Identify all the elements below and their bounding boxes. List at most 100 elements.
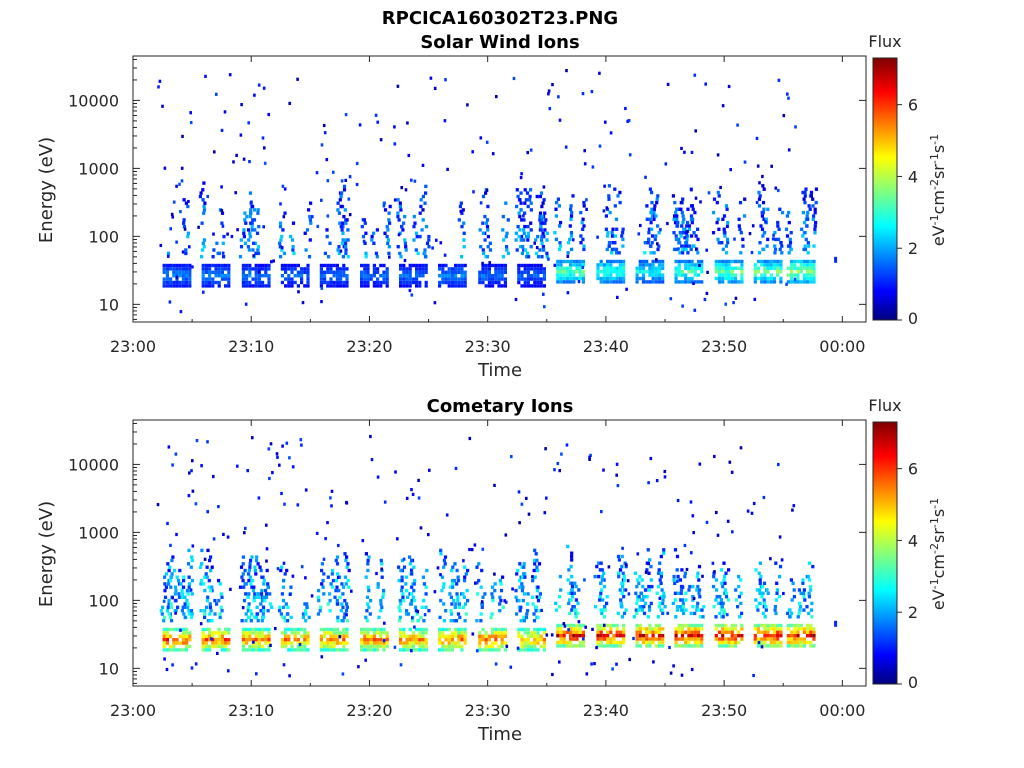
heatmap-cell — [799, 280, 803, 284]
heatmap-cell — [486, 245, 490, 249]
heatmap-cell — [522, 619, 526, 623]
heatmap-cell — [585, 198, 588, 202]
heatmap-cell — [520, 648, 524, 652]
heatmap-cell — [290, 648, 294, 652]
heatmap-cell — [326, 521, 329, 525]
heatmap-cell — [441, 585, 446, 589]
heatmap-cell — [724, 302, 727, 306]
heatmap-cell — [790, 259, 794, 264]
heatmap-cell — [204, 648, 208, 652]
heatmap-cell — [786, 640, 790, 645]
heatmap-cell — [542, 648, 546, 652]
heatmap-cell — [569, 627, 573, 631]
heatmap-cell — [632, 615, 636, 619]
heatmap-cell — [418, 627, 422, 632]
heatmap-cell — [491, 627, 495, 632]
heatmap-cell — [696, 601, 700, 606]
heatmap-cell — [715, 595, 719, 599]
heatmap-cell — [457, 218, 461, 222]
heatmap-cell — [540, 241, 544, 245]
heatmap-cell — [203, 615, 207, 620]
heatmap-cell — [282, 605, 286, 609]
heatmap-cell — [661, 644, 665, 648]
heatmap-cell — [598, 595, 602, 599]
heatmap-cell — [753, 623, 757, 628]
heatmap-cell — [242, 231, 246, 235]
heatmap-cell — [766, 634, 770, 638]
heatmap-cell — [609, 263, 613, 267]
heatmap-cell — [680, 210, 684, 215]
heatmap-cell — [336, 615, 340, 620]
heatmap-cell — [565, 280, 569, 284]
heatmap-cell — [248, 634, 252, 638]
heatmap-cell — [398, 251, 402, 256]
heatmap-cell — [291, 245, 295, 249]
heatmap-cell — [609, 644, 613, 648]
heatmap-cell — [175, 648, 179, 652]
heatmap-cell — [809, 263, 813, 267]
heatmap-cell — [740, 634, 744, 638]
heatmap-cell — [648, 640, 652, 645]
heatmap-cell — [170, 212, 174, 216]
heatmap-cell — [431, 246, 434, 250]
heatmap-cell — [798, 608, 802, 612]
heatmap-cell — [166, 251, 171, 256]
heatmap-cell — [687, 627, 691, 631]
heatmap-cell — [161, 605, 165, 609]
heatmap-cell — [423, 201, 427, 205]
heatmap-cell — [769, 637, 773, 641]
heatmap-cell — [671, 601, 675, 606]
colorbar-tick-label: 6 — [908, 460, 918, 479]
heatmap-cell — [551, 672, 554, 677]
heatmap-cell — [514, 588, 518, 593]
heatmap-cell — [572, 280, 576, 284]
heatmap-cell — [569, 623, 573, 628]
heatmap-cell — [176, 605, 180, 609]
heatmap-cell — [594, 605, 598, 609]
heatmap-cell — [247, 238, 251, 242]
heatmap-cell — [463, 280, 467, 285]
heatmap-cell — [802, 640, 806, 645]
heatmap-cell — [441, 634, 445, 638]
heatmap-cell — [487, 270, 491, 274]
heatmap-cell — [421, 263, 425, 268]
heatmap-cell — [241, 634, 245, 638]
heatmap-cell — [702, 605, 706, 609]
heatmap-cell — [731, 530, 734, 534]
heatmap-cell — [243, 568, 247, 573]
heatmap-cell — [450, 274, 454, 278]
heatmap-cell — [635, 266, 639, 270]
heatmap-cell — [402, 284, 406, 288]
heatmap-cell — [581, 273, 585, 277]
heatmap-cell — [411, 638, 415, 642]
heatmap-cell — [442, 582, 446, 586]
heatmap-cell — [268, 476, 271, 481]
heatmap-cell — [461, 208, 465, 212]
heatmap-cell — [661, 601, 665, 606]
heatmap-cell — [766, 623, 770, 628]
heatmap-cell — [402, 641, 406, 645]
heatmap-cell — [279, 221, 283, 225]
heatmap-cell — [199, 609, 203, 613]
heatmap-cell — [626, 119, 629, 123]
heatmap-cell — [220, 274, 224, 278]
heatmap-cell — [712, 197, 717, 201]
heatmap-cell — [444, 274, 448, 278]
heatmap-cell — [570, 554, 574, 559]
heatmap-cell — [714, 627, 718, 631]
heatmap-cell — [581, 280, 585, 284]
heatmap-cell — [633, 571, 637, 575]
heatmap-cell — [405, 284, 409, 288]
heatmap-cell — [596, 276, 600, 281]
heatmap-cells — [157, 69, 838, 314]
heatmap-cell — [674, 237, 678, 242]
heatmap-cell — [772, 627, 777, 631]
heatmap-cell — [734, 588, 738, 592]
heatmap-cell — [672, 578, 676, 582]
heatmap-cell — [696, 280, 701, 284]
heatmap-cell — [173, 568, 177, 573]
heatmap-cell — [214, 280, 218, 285]
heatmap-cell — [405, 609, 409, 613]
heatmap-cell — [217, 263, 221, 268]
heatmap-cell — [215, 241, 219, 245]
